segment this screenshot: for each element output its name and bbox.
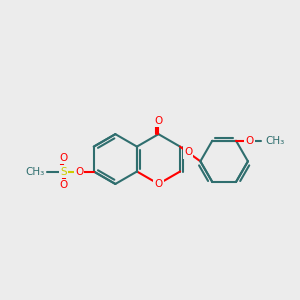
Text: CH₃: CH₃ [266, 136, 285, 146]
Text: O: O [59, 180, 67, 190]
Text: CH₃: CH₃ [26, 167, 45, 176]
Text: O: O [154, 116, 163, 126]
Text: O: O [245, 136, 254, 146]
Text: O: O [75, 167, 83, 176]
Text: S: S [60, 167, 67, 176]
Text: O: O [59, 153, 67, 163]
Text: O: O [154, 179, 163, 189]
Text: O: O [184, 148, 192, 158]
